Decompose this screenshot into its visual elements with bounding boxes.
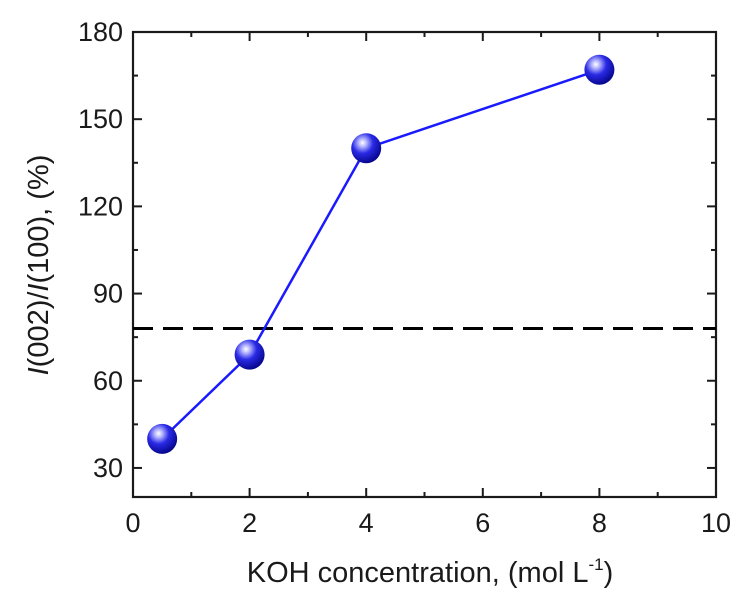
- series-line: [161, 68, 600, 440]
- y-tick-label: 30: [93, 453, 123, 483]
- y-axis-title: I(002)/I(100), (%): [23, 155, 55, 376]
- x-axis-title: KOH concentration, (mol L-1): [247, 555, 614, 589]
- x-tick-label: 6: [475, 508, 490, 538]
- data-point: [351, 133, 382, 164]
- x-tick-label: 0: [125, 508, 140, 538]
- data-point: [584, 54, 615, 85]
- x-tick-label: 2: [242, 508, 257, 538]
- y-tick-label: 90: [93, 279, 123, 309]
- x-axis-ticks: 0 2 4 6 8 10: [125, 32, 731, 538]
- data-point: [147, 423, 178, 454]
- data-points: [147, 54, 615, 454]
- y-tick-label: 150: [78, 104, 123, 134]
- x-tick-label: 8: [592, 508, 607, 538]
- data-point: [234, 339, 265, 370]
- x-tick-label: 4: [359, 508, 374, 538]
- y-tick-label: 180: [78, 17, 123, 47]
- y-axis-ticks: 30 60 90 120 150 180: [78, 17, 716, 483]
- x-tick-label: 10: [701, 508, 731, 538]
- plot-frame: [131, 30, 718, 499]
- y-tick-label: 120: [78, 191, 123, 221]
- y-tick-label: 60: [93, 366, 123, 396]
